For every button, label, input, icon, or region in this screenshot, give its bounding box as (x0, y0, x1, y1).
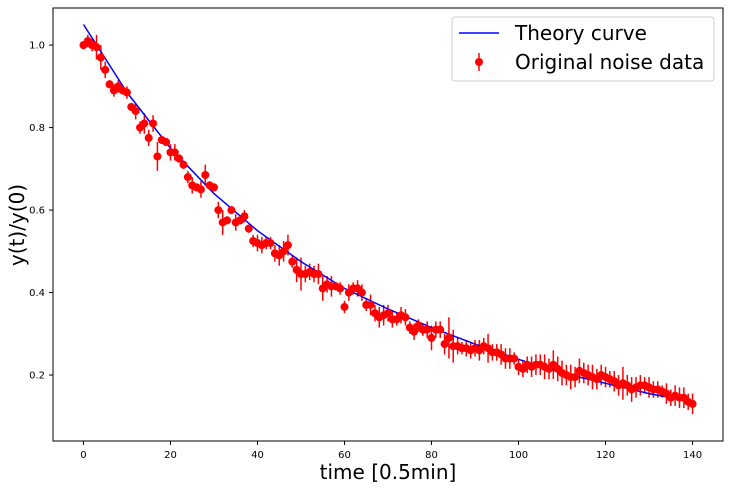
data-point (227, 206, 236, 215)
y-tick-label: 0.8 (29, 123, 45, 134)
data-point (314, 269, 323, 278)
x-tick-label: 20 (164, 450, 177, 461)
data-point (401, 313, 410, 322)
data-point (427, 333, 436, 342)
x-tick-label: 0 (80, 450, 86, 461)
y-tick-label: 0.6 (29, 206, 45, 217)
data-point (201, 171, 210, 180)
data-point (92, 43, 101, 52)
data-point (144, 133, 153, 142)
data-point (96, 53, 105, 62)
data-point (131, 107, 140, 116)
data-point (384, 309, 392, 318)
plot-area (79, 24, 697, 415)
data-point (105, 80, 114, 89)
y-tick-label: 1.0 (29, 41, 45, 52)
x-tick-label: 100 (509, 450, 528, 461)
data-point (266, 239, 275, 248)
legend-theory-label: Theory curve (514, 21, 647, 45)
y-tick-label: 0.4 (29, 288, 45, 299)
data-point (179, 160, 188, 169)
data-point (101, 65, 110, 74)
data-point (410, 327, 419, 336)
axis-ticks: 0 20 40 60 80 100 120 140 0.2 0.4 0.6 0.8 1.0 (29, 41, 702, 461)
data-point (183, 173, 192, 182)
data-point (444, 333, 453, 342)
data-point (279, 247, 288, 256)
data-point (244, 224, 253, 233)
legend: Theory curve Original noise data (451, 16, 715, 82)
data-point (336, 284, 345, 293)
x-tick-label: 140 (683, 450, 702, 461)
x-tick-label: 60 (338, 450, 351, 461)
axes-frame (52, 7, 724, 442)
data-point (162, 138, 171, 147)
legend-data-marker (475, 58, 483, 66)
x-tick-label: 80 (425, 450, 438, 461)
data-point (288, 257, 297, 266)
data-point (340, 302, 349, 311)
data-point (175, 154, 184, 163)
data-point (436, 325, 445, 334)
legend-data-label: Original noise data (515, 50, 704, 74)
x-tick-label: 40 (251, 450, 264, 461)
data-point (510, 354, 519, 363)
data-point (283, 241, 292, 250)
y-tick-label: 0.2 (29, 371, 45, 382)
data-point (357, 288, 366, 297)
data-point (153, 152, 162, 161)
data-point (196, 185, 205, 194)
data-point (122, 88, 131, 97)
data-point (214, 206, 223, 215)
data-point (209, 183, 218, 192)
data-point (423, 325, 432, 334)
y-axis-label: y(t)/y(0) (5, 184, 29, 266)
data-point (366, 300, 375, 309)
data-point (140, 119, 149, 128)
x-axis-label: time [0.5min] (320, 460, 457, 484)
legend-box (451, 16, 715, 82)
data-point (688, 399, 697, 408)
data-point (440, 340, 449, 349)
data-point (240, 212, 249, 221)
data-point (170, 148, 179, 157)
x-tick-label: 120 (596, 450, 615, 461)
data-point (223, 216, 232, 225)
data-point (149, 119, 158, 128)
data-point (571, 373, 580, 382)
